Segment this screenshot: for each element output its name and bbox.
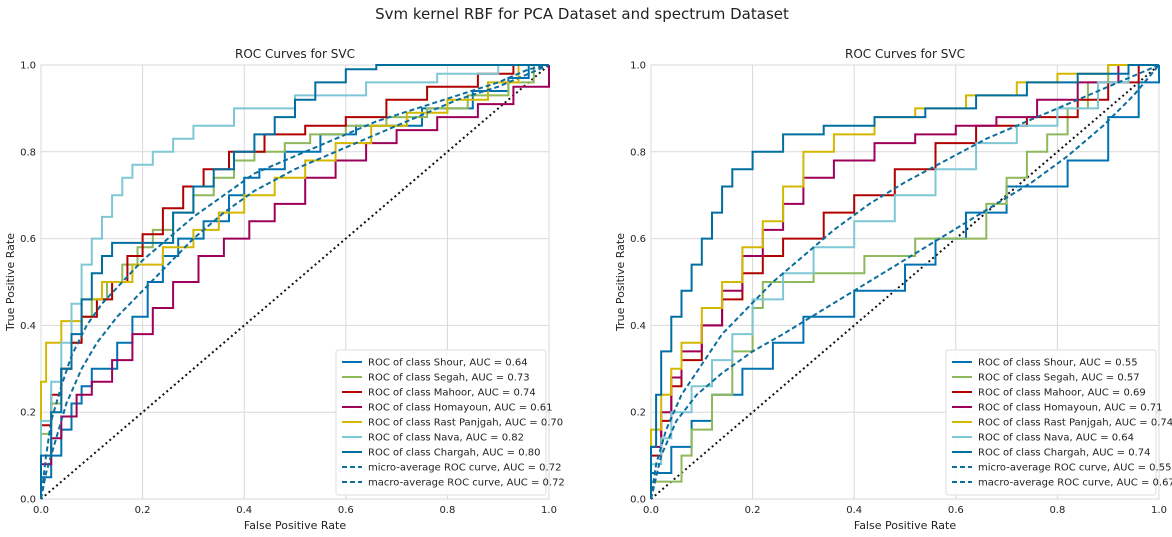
y-tick-label: 1.0 [630,61,646,72]
plot-title: ROC Curves for SVC [235,47,355,61]
y-tick-label: 0.4 [20,321,36,332]
legend-entry: ROC of class Segah, AUC = 0.57 [978,373,1140,384]
y-tick-label: 1.0 [20,61,36,72]
y-tick-label: 0.0 [20,495,36,506]
roc-curve [650,64,1159,499]
y-tick-label: 0.4 [630,321,646,332]
x-tick-label: 1.0 [541,505,557,516]
x-tick-label: 0.8 [1049,505,1065,516]
roc-curve [40,64,550,500]
roc-curve [40,64,549,499]
legend-entry: ROC of class Chargah, AUC = 0.80 [368,448,541,459]
chance-line [40,64,550,500]
legend-entry: ROC of class Chargah, AUC = 0.74 [978,448,1151,459]
x-tick-label: 0.2 [135,505,151,516]
legend-entry: ROC of class Segah, AUC = 0.73 [368,373,530,384]
y-tick-label: 0.8 [630,147,646,158]
y-tick-label: 0.2 [630,408,646,419]
y-axis-label: True Positive Rate [4,233,17,332]
legend-entry: ROC of class Homayoun, AUC = 0.71 [978,403,1163,414]
roc-curve [40,65,550,499]
roc-curve [40,64,550,500]
legend-entry: ROC of class Homayoun, AUC = 0.61 [368,403,553,414]
legend: ROC of class Shour, AUC = 0.64 ROC of cla… [335,349,565,496]
legend-entry: micro-average ROC curve, AUC = 0.55 [978,463,1171,474]
legend-entry: micro-average ROC curve, AUC = 0.72 [368,463,561,474]
legend-entry: macro-average ROC curve, AUC = 0.72 [368,478,565,489]
x-axis-label: False Positive Rate [854,519,956,532]
y-tick-label: 0.0 [630,495,646,506]
legend-entry: ROC of class Nava, AUC = 0.82 [368,433,524,444]
y-tick-label: 0.6 [630,234,646,245]
legend-entry: macro-average ROC curve, AUC = 0.67 [978,478,1172,489]
legend-entry: ROC of class Shour, AUC = 0.55 [978,358,1138,369]
chance-line [650,64,1160,500]
roc-curve [650,64,1159,499]
x-axis-label: False Positive Rate [244,519,346,532]
roc-curve [650,64,1159,499]
legend-entry: ROC of class Rast Panjgah, AUC = 0.70 [368,418,563,429]
right-panel: 0.0 0.2 0.4 0.6 0.8 1.0 0.0 0.2 0.4 0.6 0.8 1.0 ROC … [614,47,1172,532]
y-tick-label: 0.6 [20,234,36,245]
plot-title: ROC Curves for SVC [845,47,965,61]
legend-entry: ROC of class Mahoor, AUC = 0.69 [978,388,1146,399]
legend-entry: ROC of class Mahoor, AUC = 0.74 [368,388,536,399]
x-tick-label: 0.0 [33,505,49,516]
x-tick-label: 0.4 [236,505,252,516]
roc-curve [650,64,1160,500]
x-tick-label: 0.0 [643,505,659,516]
x-tick-label: 0.2 [745,505,761,516]
left-panel: 0.0 0.2 0.4 0.6 0.8 1.0 0.0 0.2 0.4 0.6 0.8 1.0 ROC … [4,47,565,532]
legend-entry: ROC of class Nava, AUC = 0.64 [978,433,1134,444]
x-tick-label: 0.8 [439,505,455,516]
roc-curve [650,64,1160,500]
x-tick-label: 1.0 [1151,505,1167,516]
y-axis-label: True Positive Rate [614,233,627,332]
x-tick-label: 0.6 [948,505,964,516]
figure-title: Svm kernel RBF for PCA Dataset and spect… [375,5,789,23]
legend-entry: ROC of class Shour, AUC = 0.64 [368,358,528,369]
legend-box [335,349,547,496]
roc-curve [650,65,1160,499]
legend: ROC of class Shour, AUC = 0.55 ROC of cla… [945,349,1172,496]
y-tick-label: 0.8 [20,147,36,158]
y-tick-label: 0.2 [20,408,36,419]
x-tick-label: 0.4 [846,505,862,516]
x-tick-label: 0.6 [338,505,354,516]
legend-entry: ROC of class Rast Panjgah, AUC = 0.74 [978,418,1172,429]
legend-box [945,349,1157,496]
